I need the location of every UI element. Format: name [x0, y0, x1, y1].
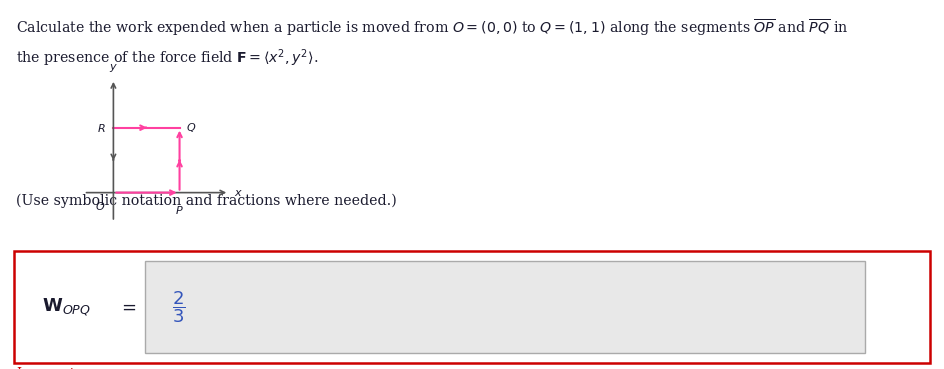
Text: Calculate the work expended when a particle is moved from $O = (0,0)$ to $Q = (1: Calculate the work expended when a parti…	[16, 17, 848, 38]
Text: the presence of the force field $\mathbf{F} = \langle x^2, y^2 \rangle$.: the presence of the force field $\mathbf…	[16, 47, 318, 69]
Text: $=$: $=$	[118, 298, 137, 316]
Text: $P$: $P$	[175, 204, 184, 216]
Text: $R$: $R$	[96, 122, 106, 134]
Text: $y$: $y$	[109, 62, 118, 75]
Text: $\dfrac{2}{3}$: $\dfrac{2}{3}$	[172, 289, 185, 325]
Text: $Q$: $Q$	[186, 121, 196, 134]
Text: Incorrect: Incorrect	[16, 367, 75, 369]
Bar	[144, 261, 864, 353]
Text: $\mathbf{W}_{OPQ}$: $\mathbf{W}_{OPQ}$	[42, 296, 91, 318]
Text: $x$: $x$	[233, 187, 243, 198]
Text: (Use symbolic notation and fractions where needed.): (Use symbolic notation and fractions whe…	[16, 194, 396, 208]
Text: $O$: $O$	[95, 200, 106, 213]
Bar	[14, 251, 929, 363]
